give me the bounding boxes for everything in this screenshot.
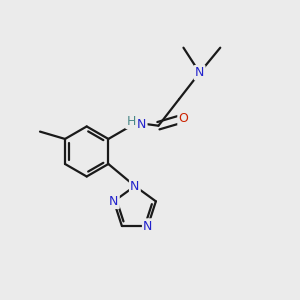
Text: H: H	[126, 115, 136, 128]
Text: N: N	[195, 66, 204, 79]
Text: N: N	[109, 195, 119, 208]
Text: N: N	[130, 180, 140, 193]
Text: N: N	[143, 220, 152, 232]
Text: O: O	[178, 112, 188, 125]
Text: N: N	[137, 118, 146, 131]
